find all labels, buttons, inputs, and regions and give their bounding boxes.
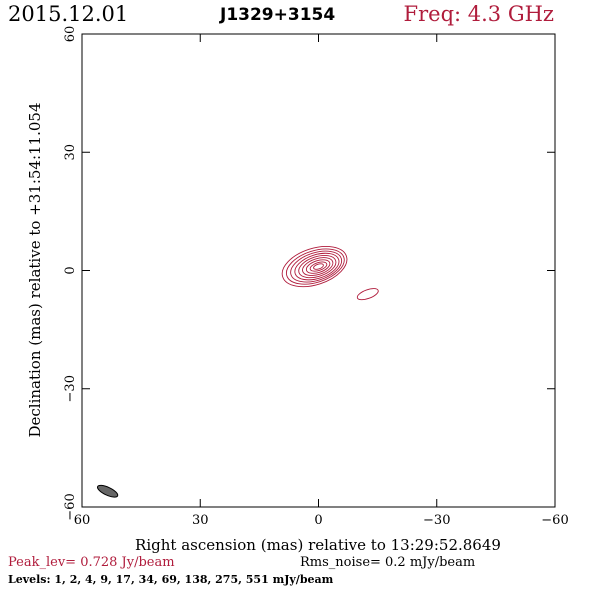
y-tick-label: 0 [63, 266, 78, 274]
y-tick-label: 30 [63, 144, 78, 161]
contour-line [309, 261, 328, 272]
contour-line [302, 257, 334, 276]
x-axis-label: Right ascension (mas) relative to 13:29:… [135, 536, 501, 554]
y-tick-label: 60 [63, 26, 78, 43]
contour-line [281, 245, 348, 288]
axis-ticks [81, 33, 556, 508]
source-name: J1329+3154 [220, 5, 336, 25]
x-tick-label: 0 [314, 513, 322, 528]
y-tick-label: −60 [63, 493, 78, 520]
contour-line [298, 254, 337, 279]
beam-shape [96, 484, 119, 498]
y-tick-label: −30 [63, 375, 78, 402]
contour-line [313, 263, 324, 270]
contour-line [305, 259, 331, 274]
epoch-label: 2015.12.01 [8, 2, 129, 26]
rms-noise: Rms_noise= 0.2 mJy/beam [300, 555, 476, 570]
contour-line [290, 250, 343, 283]
y-axis-label: Declination (mas) relative to +31:54:11.… [26, 102, 44, 437]
x-tick-label: 30 [192, 513, 209, 528]
contour-line [294, 252, 340, 281]
frequency-label: Freq: 4.3 GHz [403, 2, 554, 26]
beam-ellipse [96, 484, 119, 498]
contour-line [285, 248, 345, 285]
contour-levels: Levels: 1, 2, 4, 9, 17, 34, 69, 138, 275… [8, 573, 334, 586]
x-tick-label: −30 [423, 513, 450, 528]
contour-line [356, 288, 379, 301]
contour-lines [281, 245, 379, 301]
x-tick-label: −60 [541, 513, 568, 528]
peak-level: Peak_lev= 0.728 Jy/beam [8, 555, 175, 570]
x-tick-label: 60 [74, 513, 91, 528]
